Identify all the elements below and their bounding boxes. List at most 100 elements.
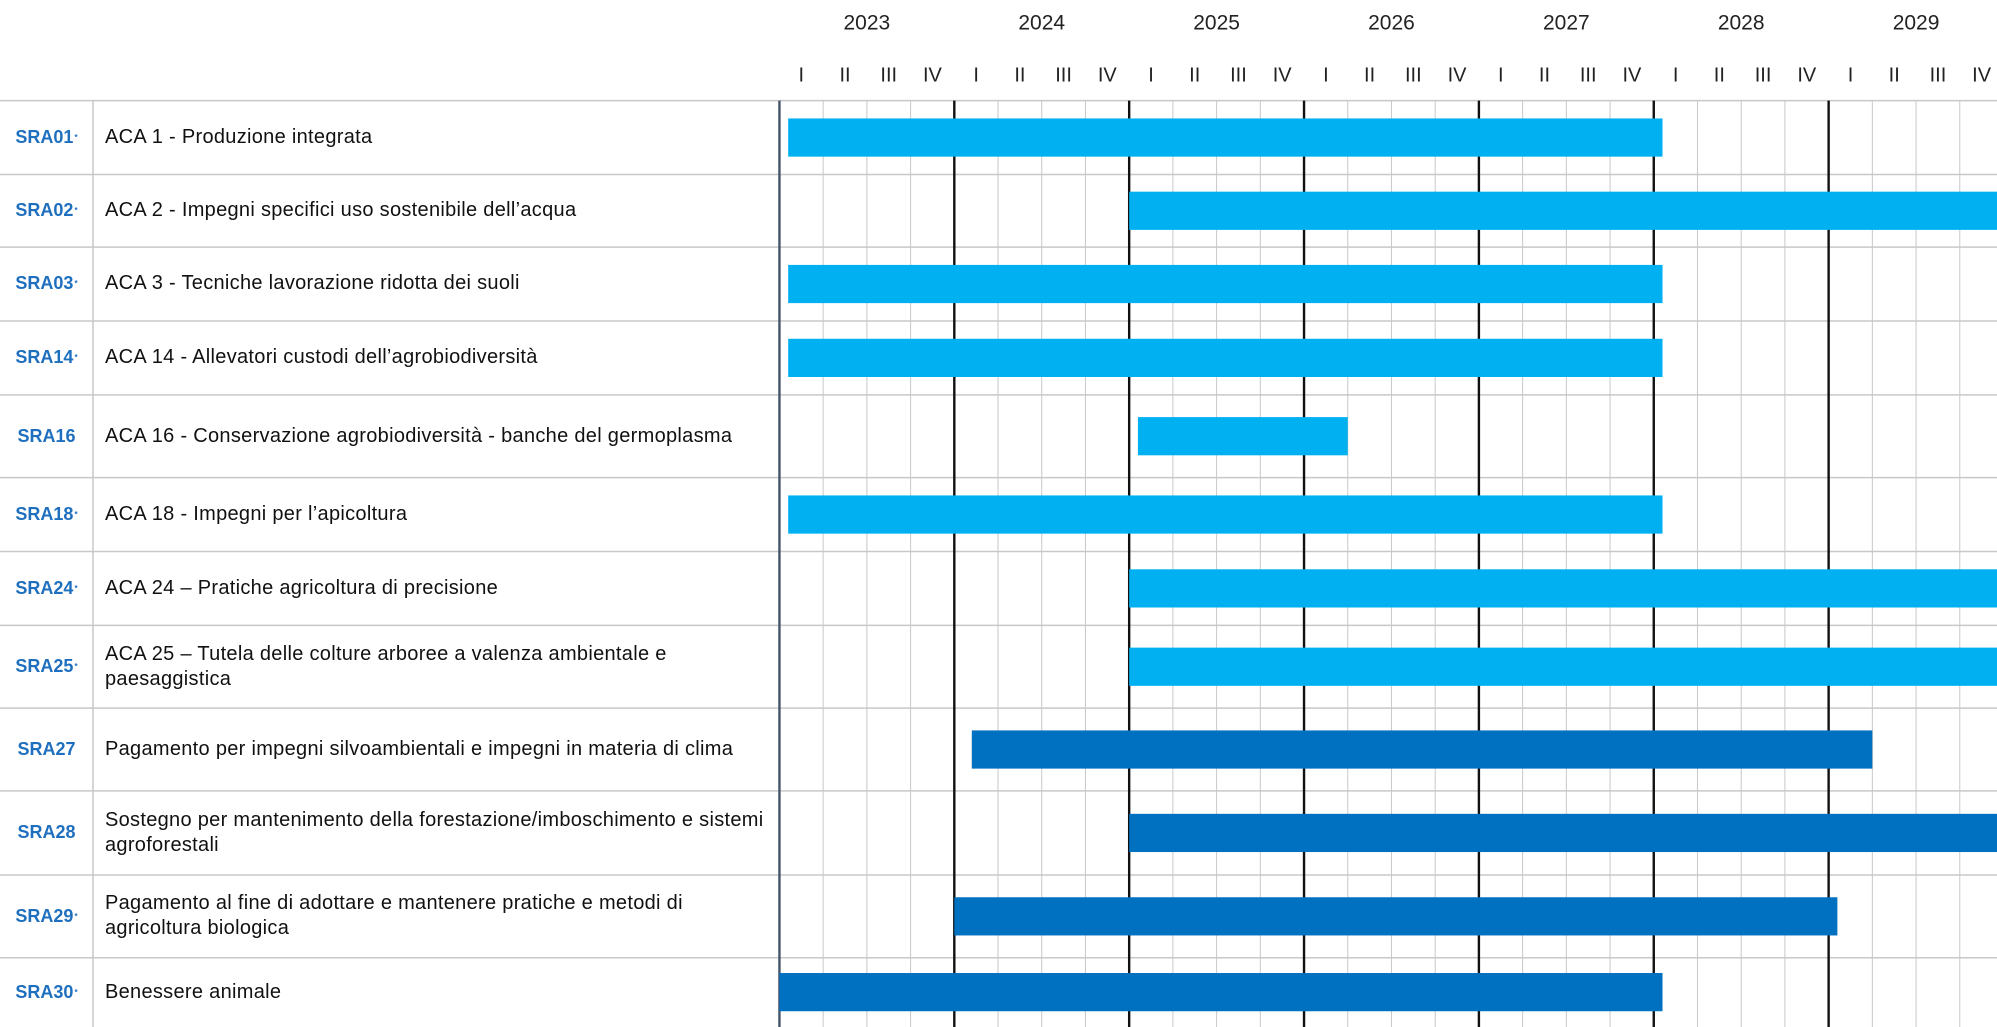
year-label: 2029 bbox=[1893, 12, 1940, 35]
task-code: SRA03 bbox=[15, 273, 74, 294]
task-bar bbox=[971, 730, 1873, 769]
quarter-label: I bbox=[1673, 64, 1679, 86]
task-label: Pagamento per impegni silvoambientali e … bbox=[104, 738, 734, 760]
quarter-label: I bbox=[973, 64, 979, 86]
label-wrap: Pagamento al fine di adottare e mantener… bbox=[93, 875, 771, 958]
code-cell: SRA02 * bbox=[0, 174, 93, 247]
quarter-label: I bbox=[1148, 64, 1154, 86]
task-bar bbox=[779, 973, 1663, 1012]
task-label: ACA 25 – Tutela delle colture arboree a … bbox=[104, 642, 667, 690]
label-wrap: ACA 14 - Allevatori custodi dell’agrobio… bbox=[93, 321, 771, 395]
label-wrap: ACA 18 - Impegni per l’apicoltura bbox=[93, 478, 771, 552]
year-label: 2027 bbox=[1543, 12, 1590, 35]
quarter-label: IV bbox=[1098, 64, 1118, 86]
task-mark: * bbox=[74, 583, 78, 593]
task-mark: * bbox=[74, 206, 78, 216]
code-cell: SRA24 * bbox=[15, 577, 78, 598]
code-cell: SRA16 bbox=[0, 395, 93, 478]
code-cell: SRA28 bbox=[0, 791, 93, 875]
task-bar bbox=[1137, 417, 1348, 456]
task-bar bbox=[788, 264, 1663, 304]
task-bar bbox=[1129, 569, 1997, 608]
task-bar bbox=[1129, 647, 1997, 686]
label-wrap: ACA 1 - Produzione integrata bbox=[93, 101, 771, 175]
task-code: SRA24 bbox=[15, 577, 74, 598]
label-wrap: Sostegno per mantenimento della forestaz… bbox=[93, 791, 771, 875]
task-code: SRA27 bbox=[17, 739, 76, 759]
year-label: 2025 bbox=[1193, 12, 1240, 35]
code-wrap: SRA16 bbox=[0, 395, 93, 478]
code-wrap: SRA27 bbox=[0, 708, 93, 791]
quarter-label: IV bbox=[1972, 64, 1992, 86]
task-mark: * bbox=[74, 662, 78, 672]
label-wrap: ACA 3 - Tecniche lavorazione ridotta dei… bbox=[93, 247, 771, 321]
code-wrap: SRA02 * bbox=[0, 174, 93, 247]
quarter-label: IV bbox=[1797, 64, 1817, 86]
code-wrap: SRA01 * bbox=[0, 101, 93, 175]
task-label: ACA 24 – Pratiche agricoltura di precisi… bbox=[104, 576, 499, 599]
label-wrap: ACA 24 – Pratiche agricoltura di precisi… bbox=[93, 551, 771, 625]
code-cell: SRA01 * bbox=[0, 101, 93, 175]
task-code: SRA30 bbox=[15, 981, 74, 1002]
task-bar bbox=[954, 897, 1838, 936]
label-cell: ACA 1 - Produzione integrata bbox=[93, 101, 771, 175]
label-cell: ACA 14 - Allevatori custodi dell’agrobio… bbox=[93, 321, 771, 395]
code-wrap: SRA28 bbox=[0, 791, 93, 875]
quarter-label: III bbox=[1405, 64, 1422, 86]
code-cell: SRA29 * bbox=[0, 875, 93, 958]
task-label: ACA 16 - Conservazione agrobiodiversità … bbox=[104, 424, 733, 447]
code-wrap: SRA03 * bbox=[0, 247, 93, 321]
quarter-label: I bbox=[799, 64, 805, 86]
task-code: SRA14 bbox=[15, 347, 74, 368]
label-wrap: Benessere animale bbox=[93, 958, 771, 1027]
task-code: SRA02 bbox=[15, 200, 74, 221]
task-code: SRA16 bbox=[17, 425, 76, 446]
label-cell: ACA 16 - Conservazione agrobiodiversità … bbox=[93, 395, 771, 478]
task-code: SRA28 bbox=[17, 822, 76, 843]
quarter-label: IV bbox=[1273, 64, 1293, 86]
quarter-label: III bbox=[1230, 64, 1247, 86]
task-label: Sostegno per mantenimento della forestaz… bbox=[104, 808, 764, 856]
label-wrap: ACA 16 - Conservazione agrobiodiversità … bbox=[93, 395, 771, 478]
code-wrap: SRA14 * bbox=[0, 321, 93, 395]
label-wrap: ACA 25 – Tutela delle colture arboree a … bbox=[93, 625, 771, 708]
quarter-label: III bbox=[1580, 64, 1597, 86]
label-cell: Pagamento al fine di adottare e mantener… bbox=[93, 875, 771, 958]
label-cell: ACA 2 - Impegni specifici uso sostenibil… bbox=[93, 174, 771, 247]
code-cell: SRA18 * bbox=[15, 504, 77, 525]
code-cell: SRA27 bbox=[0, 708, 93, 791]
task-label: Benessere animale bbox=[104, 980, 282, 1003]
year-label: 2023 bbox=[844, 12, 891, 35]
task-mark: * bbox=[74, 133, 78, 143]
task-bar bbox=[788, 338, 1663, 377]
label-wrap: Pagamento per impegni silvoambientali e … bbox=[93, 708, 771, 791]
quarter-label: I bbox=[1848, 64, 1854, 86]
task-code: SRA01 bbox=[15, 127, 74, 148]
task-bar bbox=[788, 118, 1663, 157]
quarter-label: II bbox=[839, 64, 850, 86]
label-cell: Pagamento per impegni silvoambientali e … bbox=[93, 708, 771, 791]
quarter-label: I bbox=[1498, 64, 1504, 86]
label-cell: ACA 25 – Tutela delle colture arboree a … bbox=[93, 625, 771, 708]
label-wrap: ACA 2 - Impegni specifici uso sostenibil… bbox=[93, 174, 771, 247]
quarter-label: II bbox=[1889, 64, 1900, 86]
task-label: ACA 14 - Allevatori custodi dell’agrobio… bbox=[104, 346, 538, 369]
quarter-label: II bbox=[1189, 64, 1200, 86]
code-cell: SRA25 * bbox=[15, 656, 78, 676]
code-wrap: SRA29 * bbox=[0, 875, 93, 958]
quarter-label: IV bbox=[1448, 64, 1468, 86]
task-bar bbox=[788, 495, 1663, 534]
quarter-label: III bbox=[1055, 64, 1072, 86]
code-wrap: SRA30 * bbox=[0, 958, 93, 1027]
quarter-label: II bbox=[1364, 64, 1375, 86]
task-mark: * bbox=[74, 987, 78, 997]
label-cell: ACA 3 - Tecniche lavorazione ridotta dei… bbox=[93, 247, 771, 321]
code-cell: SRA30 * bbox=[0, 958, 93, 1027]
task-label: Pagamento al fine di adottare e mantener… bbox=[104, 892, 683, 940]
quarter-label: III bbox=[1755, 64, 1772, 86]
year-label: 2028 bbox=[1718, 12, 1765, 35]
task-label: ACA 2 - Impegni specifici uso sostenibil… bbox=[104, 199, 577, 222]
quarter-label: IV bbox=[1622, 64, 1642, 86]
task-code: SRA18 bbox=[15, 504, 74, 525]
